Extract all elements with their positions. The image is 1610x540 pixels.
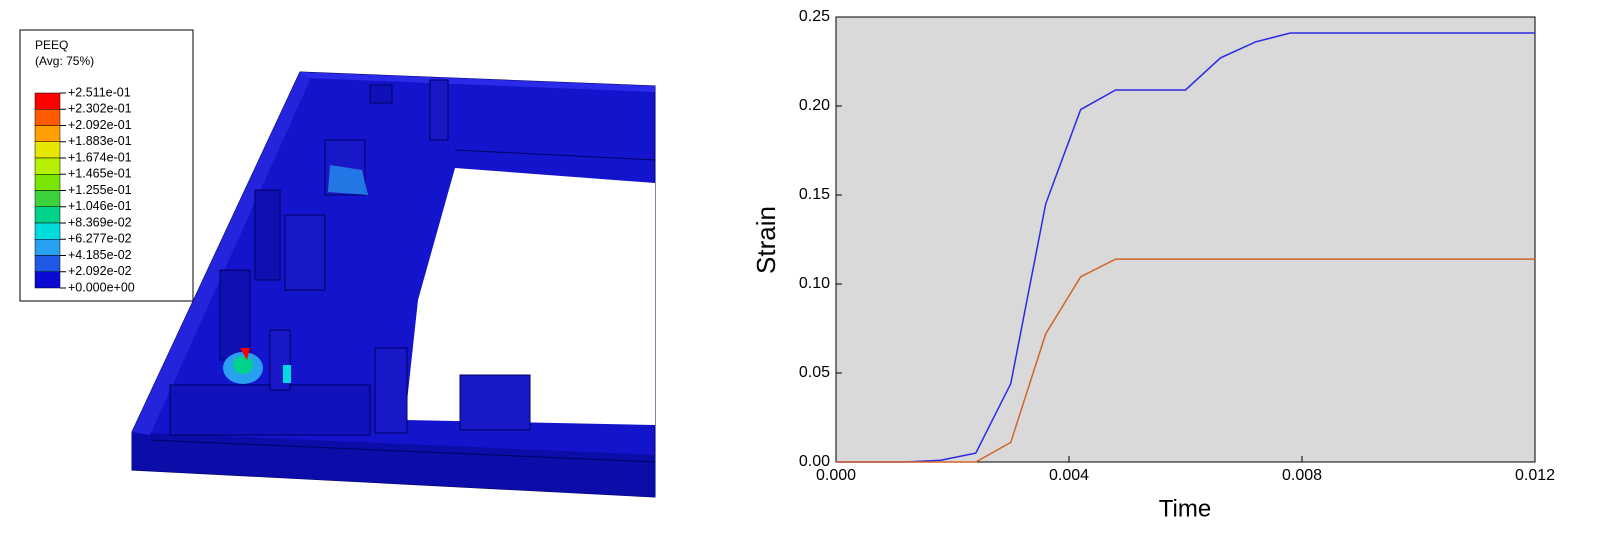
block [369,84,393,104]
y-tick-label: 0.20 [799,97,830,114]
hotspot [283,365,291,383]
legend-label: +8.369e-02 [68,215,132,229]
block [254,189,281,281]
block [459,374,531,431]
legend-swatch [34,239,61,256]
x-tick-label: 0.012 [1515,467,1555,484]
legend-swatch [34,157,61,175]
frame-front [132,432,655,497]
block [169,384,371,436]
y-tick-label: 0.10 [799,275,830,292]
legend-label: +1.046e-01 [68,199,132,213]
legend-label: +4.185e-02 [68,248,132,262]
legend-label: +1.883e-01 [68,134,132,148]
legend-swatch [34,125,61,142]
legend-swatch [34,271,61,289]
y-tick-label: 0.25 [799,8,830,25]
series-line [836,258,1535,463]
block [374,347,408,434]
block [219,269,251,361]
series-line [836,32,1535,463]
legend-swatch [34,141,61,159]
legend-label: +2.302e-01 [68,102,132,116]
legend-label: +6.277e-02 [68,232,132,246]
hotspot [328,165,368,195]
block [429,79,449,141]
hotspot [240,348,250,360]
y-axis-label: Strain [751,206,781,274]
legend-swatch [34,174,61,191]
y-tick-label: 0.05 [799,364,830,381]
opening [405,168,655,425]
x-tick-label: 0.008 [1282,467,1322,484]
legend-swatch [34,255,61,272]
frame-top [300,72,655,92]
legend-label: +2.511e-01 [68,85,131,99]
legend-subtitle: (Avg: 75%) [35,54,94,68]
legend-label: +2.092e-02 [68,264,132,278]
fe-model [131,71,656,498]
plot-area [835,16,1536,463]
x-tick-label: 0.004 [1049,467,1089,484]
legend-swatch [34,206,61,224]
edge [454,149,656,161]
block [284,214,326,291]
legend-label: +1.255e-01 [68,183,132,197]
legend-swatch [34,92,61,110]
x-axis-label: Time [1159,495,1211,522]
legend-title: PEEQ [35,38,68,52]
x-tick-label: 0.000 [816,467,856,484]
legend-label: +1.465e-01 [68,167,132,181]
legend-swatch [34,109,61,126]
edge [149,439,656,463]
legend-swatch [34,222,61,240]
hotspot [233,356,253,374]
legend-label: +0.000e+00 [68,280,135,294]
legend-label: +1.674e-01 [68,150,132,164]
legend-label: +2.092e-01 [68,118,132,132]
legend-swatch [34,190,61,207]
y-tick-label: 0.00 [799,453,830,470]
frame-left [132,72,310,435]
y-tick-label: 0.15 [799,186,830,203]
